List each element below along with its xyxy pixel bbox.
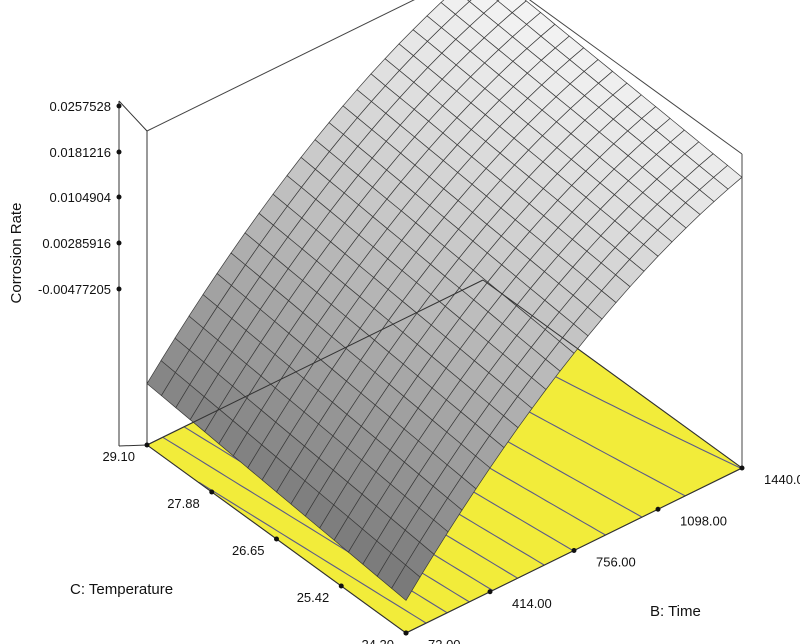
x-tick-label: 756.00: [596, 555, 636, 570]
x-tick-label: 414.00: [512, 596, 552, 611]
box-edge: [118, 100, 148, 132]
y-tick-label: 25.42: [297, 590, 330, 605]
z-tick-label: -0.00477205: [38, 282, 111, 297]
y-axis-title: C: Temperature: [70, 581, 173, 598]
z-tick-label: 0.00285916: [42, 236, 111, 251]
z-tick-label: 0.0104904: [50, 190, 111, 205]
x-axis-title: B: Time: [650, 603, 701, 620]
box-edge: [118, 444, 148, 447]
y-tick-mark: [274, 536, 279, 542]
x-tick-label: 72.00: [428, 637, 461, 644]
x-tick-mark: [487, 589, 493, 595]
y-tick-mark: [209, 489, 215, 495]
z-tick-mark: [116, 240, 122, 246]
y-tick-mark: [144, 442, 150, 448]
z-tick-mark: [116, 286, 122, 292]
z-axis-title: Corrosion Rate: [8, 203, 25, 304]
floor-contour: [198, 481, 427, 624]
box-edge: [146, 0, 415, 132]
y-tick-mark: [338, 583, 344, 589]
x-tick-mark: [571, 548, 577, 553]
x-tick-label: 1098.00: [680, 513, 727, 528]
ticks-layer: -0.00477205 0.00285916 0.0104904 0.0181216 0…: [38, 99, 800, 644]
box-edge: [528, 0, 743, 155]
y-tick-mark: [403, 630, 409, 636]
z-tick-label: 0.0181216: [50, 145, 111, 160]
box-edge: [146, 279, 484, 446]
y-tick-label: 24.20: [361, 637, 394, 644]
y-tick-label: 27.88: [167, 496, 200, 511]
z-tick-mark: [116, 149, 122, 155]
z-tick-mark: [116, 103, 122, 109]
y-tick-label: 26.65: [232, 543, 265, 558]
surface-cell: [391, 564, 421, 601]
x-tick-mark: [655, 506, 661, 512]
z-tick-label: 0.0257528: [50, 99, 111, 114]
x-tick-mark: [739, 465, 745, 471]
surface-layer: [146, 0, 743, 601]
z-tick-mark: [116, 194, 122, 200]
x-tick-label: 1440.00: [764, 472, 800, 487]
box-edge: [482, 279, 743, 469]
y-tick-label: 29.10: [102, 449, 135, 464]
